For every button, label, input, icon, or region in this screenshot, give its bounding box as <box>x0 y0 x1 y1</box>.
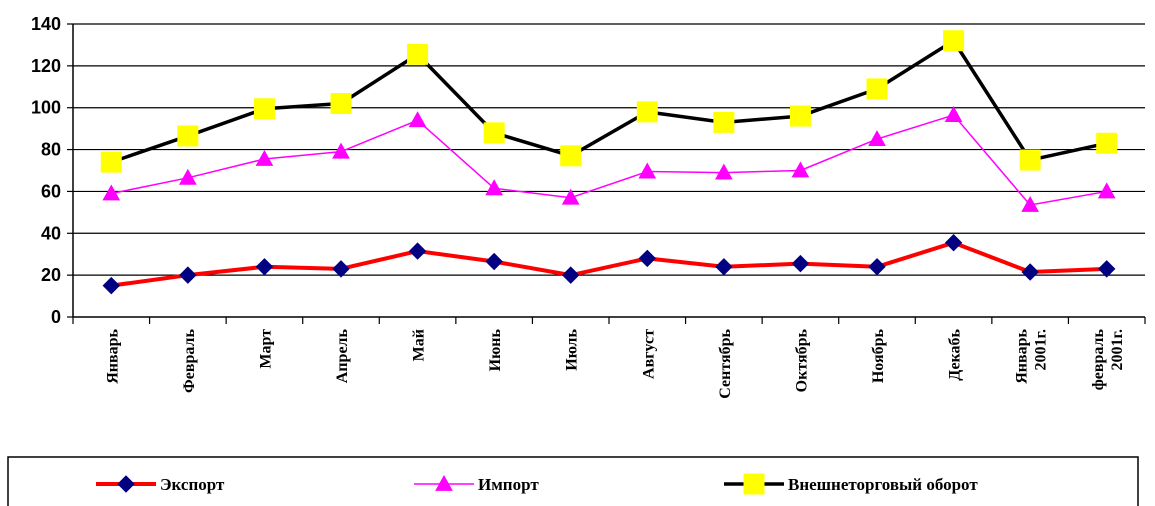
data-point <box>636 101 658 123</box>
legend-entry: Импорт <box>414 474 539 494</box>
data-point <box>560 145 582 167</box>
y-tick-label: 120 <box>31 56 61 76</box>
x-tick-label: Февраль <box>181 328 198 393</box>
series-line <box>110 38 1108 164</box>
data-point <box>1096 132 1118 154</box>
x-tick-label: Март <box>257 329 274 369</box>
x-tick-label: 2001г. <box>1109 329 1126 370</box>
legend-marker <box>117 475 135 493</box>
data-point <box>177 125 199 147</box>
legend: Экспорт Импорт Внешнеторговый оборот <box>7 456 1139 506</box>
data-point <box>332 260 350 278</box>
legend-label: Внешнеторговый оборот <box>788 475 978 494</box>
y-tick-label: 80 <box>41 140 61 160</box>
data-point <box>943 30 965 52</box>
legend-label: Импорт <box>478 475 539 494</box>
y-tick-label: 0 <box>51 307 61 327</box>
data-point <box>868 258 886 276</box>
legend-label: Экспорт <box>160 475 225 494</box>
axes: 0 20 40 60 80 100 120 140 Январь Февраль Март Апрел… <box>31 14 1146 399</box>
y-tick-label: 140 <box>31 14 61 34</box>
x-tick-label: Декабь <box>947 328 964 380</box>
x-tick-label: февраль <box>1090 328 1107 390</box>
legend-box <box>7 456 1139 506</box>
data-point <box>255 258 274 276</box>
data-point <box>330 93 352 115</box>
data-point <box>100 151 122 173</box>
x-tick-label: Сентябрь <box>717 328 734 398</box>
x-tick-label: Июль <box>564 328 581 370</box>
data-point <box>791 161 810 178</box>
data-point <box>102 184 121 201</box>
data-point <box>715 163 733 180</box>
data-point <box>1019 149 1041 171</box>
data-point <box>407 43 429 65</box>
data-point <box>715 258 733 276</box>
data-point <box>253 98 275 120</box>
data-point <box>789 105 811 127</box>
data-point <box>485 252 503 271</box>
data-point <box>1097 182 1116 199</box>
data-point <box>485 179 503 196</box>
data-point <box>866 78 888 100</box>
data-point <box>868 130 886 147</box>
series-line <box>111 240 1107 288</box>
y-tick-label: 40 <box>41 223 61 243</box>
data-point <box>638 249 656 268</box>
x-tick-label: Январь <box>104 328 121 383</box>
series-1 <box>102 106 1116 212</box>
data-point <box>944 106 963 122</box>
series-0 <box>102 233 1116 295</box>
legend-entry: Внешнеторговый оборот <box>724 473 978 495</box>
data-point <box>562 266 580 284</box>
x-tick-label: 2001г. <box>1033 329 1050 370</box>
y-tick-label: 60 <box>41 181 61 201</box>
data-point <box>179 266 197 284</box>
data-point <box>713 111 735 133</box>
data-point <box>332 142 350 159</box>
y-tick-label: 20 <box>41 265 61 285</box>
data-point <box>179 168 197 185</box>
x-tick-label: Январь <box>1014 328 1031 383</box>
data-point <box>638 162 657 179</box>
data-point <box>1098 260 1116 278</box>
data-point <box>102 276 120 295</box>
x-tick-label: Апрель <box>334 328 351 383</box>
data-point <box>944 233 963 252</box>
data-point <box>255 149 274 166</box>
data-point <box>1021 196 1039 212</box>
data-point <box>791 254 810 273</box>
series-2 <box>100 30 1118 173</box>
y-tick-label: 100 <box>31 98 61 118</box>
data-point <box>1021 263 1039 281</box>
x-tick-label: Октябрь <box>793 328 810 392</box>
data-point <box>483 122 505 144</box>
legend-marker <box>435 474 453 491</box>
x-tick-label: Август <box>640 329 657 379</box>
x-tick-label: Ноябрь <box>870 328 887 383</box>
legend-marker <box>743 473 765 495</box>
x-tick-label: Май <box>411 329 428 361</box>
grid <box>73 23 1145 276</box>
data-point <box>561 188 580 205</box>
data-point <box>408 111 427 128</box>
data-point <box>408 242 427 260</box>
x-tick-label: Июнь <box>487 328 504 371</box>
series-line <box>111 114 1107 206</box>
legend-entry: Экспорт <box>96 475 225 494</box>
series <box>100 30 1118 295</box>
